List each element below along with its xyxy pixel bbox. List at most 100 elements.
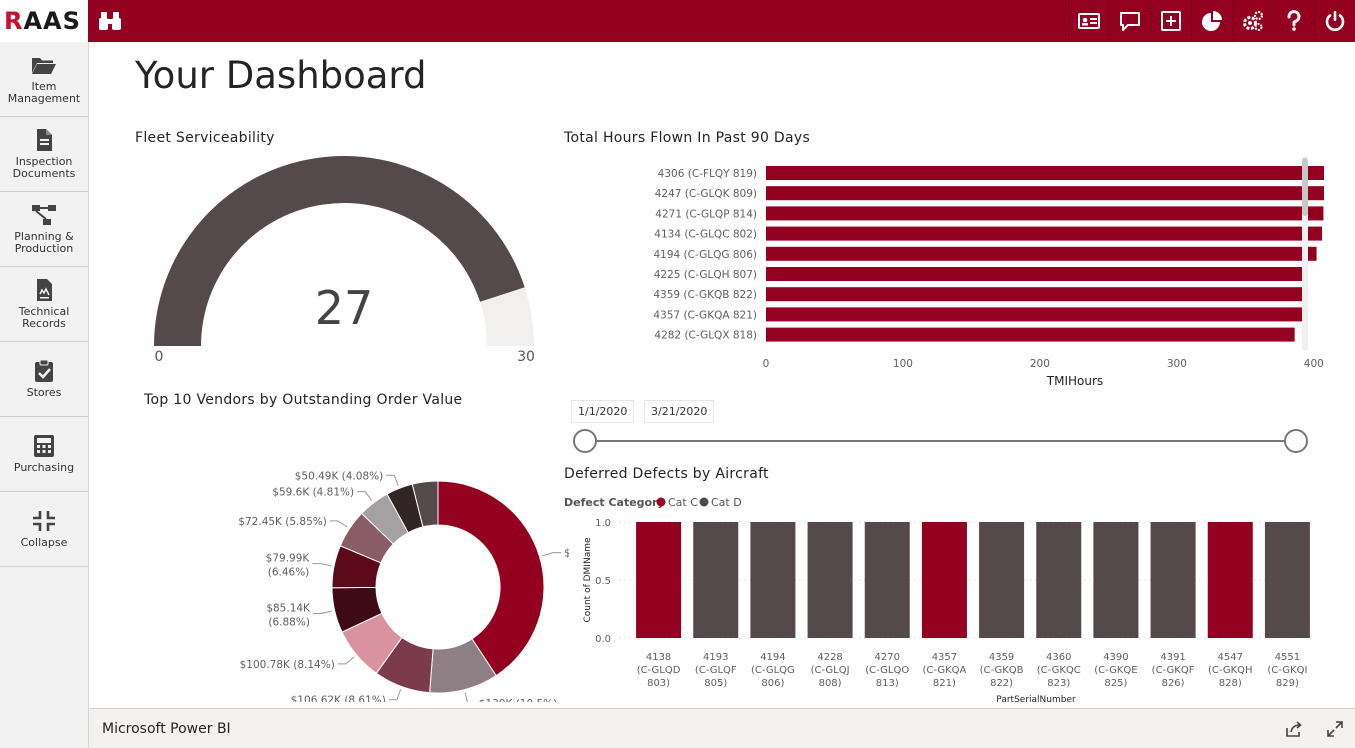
vbar-bar	[1093, 522, 1139, 638]
vbar-category-label: 4228	[817, 652, 842, 663]
logo-letter-r: R	[4, 7, 24, 35]
vbar-category-label: 825)	[1104, 678, 1127, 689]
settings-button[interactable]	[1232, 0, 1273, 42]
vbar-category-label: 823)	[1047, 678, 1070, 689]
add-button[interactable]	[1150, 0, 1191, 42]
chat-icon	[1120, 12, 1140, 31]
hbar-category-label: 4134 (C-GLQC 802)	[654, 229, 757, 241]
donut-leader-line	[337, 656, 355, 665]
start-date-input[interactable]: 1/1/2020	[571, 400, 635, 423]
gauge-max-label: 30	[517, 349, 535, 365]
vbar-bar	[693, 522, 739, 638]
vbar-category-label: 806)	[761, 678, 784, 689]
vbar-bar	[807, 522, 853, 638]
fullscreen-icon[interactable]	[1325, 719, 1345, 739]
help-button[interactable]	[1273, 0, 1314, 42]
gauge-title: Fleet Serviceability	[135, 130, 275, 146]
document-icon	[37, 129, 52, 151]
slider-start-handle[interactable]	[573, 429, 597, 453]
records-icon	[37, 279, 52, 301]
vbar-category-label: 4193	[703, 652, 728, 663]
hbar-bar	[766, 327, 1295, 342]
vbar-category-label: (C-GLQO	[865, 665, 909, 676]
vbar-category-label: (C-GKQA	[922, 665, 966, 676]
fleet-serviceability-gauge[interactable]: 27 0 30	[149, 146, 549, 371]
donut-leader-line	[329, 520, 348, 528]
footer-title: Microsoft Power BI	[102, 721, 231, 737]
sidebar-item-collapse[interactable]: Collapse	[0, 492, 88, 567]
vbar-category-label: 4359	[989, 652, 1014, 663]
vendors-donut-chart[interactable]: $504.53K (40.75%) $130K (10.5%) $106.62K (…	[129, 412, 569, 702]
end-date-input[interactable]: 3/21/2020	[644, 400, 715, 423]
hbar-x-tick: 200	[1030, 358, 1050, 370]
folder-icon	[32, 58, 56, 74]
hbar-category-label: 4306 (C-FLQY 819)	[658, 168, 757, 180]
legend-cat-c[interactable]: Cat C	[668, 496, 698, 509]
donut-leader-line	[386, 474, 399, 486]
vbar-category-label: (C-GLQG	[751, 665, 795, 676]
sidebar-label-line2: Management	[7, 92, 81, 105]
vbar-category-label: (C-GLQF	[695, 665, 737, 676]
sidebar-item-item-management[interactable]: Item Management	[0, 42, 88, 117]
hbar-bar	[766, 226, 1323, 241]
vbar-category-label: 4138	[646, 652, 671, 663]
chat-button[interactable]	[1109, 0, 1150, 42]
hbar-bar	[766, 287, 1305, 302]
sidebar-item-stores[interactable]: Stores	[0, 342, 88, 417]
hbar-bar	[766, 307, 1305, 322]
sidebar-item-planning-production[interactable]: Planning & Production	[0, 192, 88, 267]
hbar-bar	[766, 186, 1324, 201]
vbar-category-label: 4357	[932, 652, 957, 663]
legend-cat-c-swatch	[656, 497, 666, 507]
power-button[interactable]	[1314, 0, 1355, 42]
add-box-icon	[1161, 11, 1181, 31]
donut-slice-label: $59.6K (4.81%)	[272, 487, 354, 499]
hbar-x-tick: 0	[763, 358, 770, 370]
sidebar-item-inspection-documents[interactable]: Inspection Documents	[0, 117, 88, 192]
date-range-slider[interactable]	[569, 426, 1319, 458]
hbar-title: Total Hours Flown In Past 90 Days	[564, 130, 811, 146]
hbar-category-label: 4225 (C-GLQH 807)	[654, 269, 757, 281]
donut-leader-line	[464, 692, 468, 702]
donut-slice-label: $504.53K (40.75%)	[564, 548, 569, 560]
vbar-bar	[636, 522, 682, 638]
raas-logo[interactable]: R AAS	[0, 0, 88, 42]
donut-slice-label: $100.78K (8.14%)	[240, 659, 335, 671]
donut-slice-label: (6.46%)	[268, 567, 310, 579]
donut-slice-label: $72.45K (5.85%)	[238, 516, 327, 528]
donut-leader-line	[388, 689, 402, 701]
sidebar-label-line1: Stores	[26, 386, 62, 399]
logo-letters: AAS	[23, 7, 81, 35]
reports-button[interactable]	[1191, 0, 1232, 42]
sidebar-item-purchasing[interactable]: Purchasing	[0, 417, 88, 492]
vbar-category-label: 826)	[1162, 678, 1185, 689]
vbar-legend[interactable]: Defect Category Cat C Cat D	[564, 492, 864, 512]
hbar-x-tick: 100	[893, 358, 913, 370]
share-icon[interactable]	[1284, 719, 1304, 739]
hours-flown-bar-chart[interactable]: 4306 (C-FLQY 819) 4247 (C-GLQK 809) 4271 (…	[564, 152, 1324, 392]
hbar-category-label: 4271 (C-GLQP 814)	[655, 208, 757, 220]
top-bar: R AAS	[0, 0, 1355, 42]
gauge-min-label: 0	[155, 349, 164, 365]
vbar-bar	[1264, 522, 1310, 638]
vbar-category-label: 4194	[760, 652, 785, 663]
vbar-category-label: 805)	[704, 678, 727, 689]
id-card-button[interactable]	[1068, 0, 1109, 42]
donut-slice	[411, 480, 439, 528]
donut-slice-label: $85.14K	[266, 603, 311, 615]
vbar-title: Deferred Defects by Aircraft	[564, 466, 769, 482]
hbar-scrollbar-track[interactable]	[1302, 156, 1308, 351]
vbar-category-label: 813)	[876, 678, 899, 689]
slider-end-handle[interactable]	[1284, 429, 1308, 453]
dashboard-canvas: Your Dashboard Fleet Serviceability 27 0…	[89, 42, 1355, 708]
vbar-category-label: 4547	[1218, 652, 1243, 663]
sidebar-item-technical-records[interactable]: Technical Records	[0, 267, 88, 342]
hbar-scrollbar-thumb[interactable]	[1302, 158, 1308, 216]
vbar-category-label: 821)	[933, 678, 956, 689]
power-icon	[1325, 11, 1345, 31]
binoculars-icon[interactable]	[98, 10, 122, 32]
vbar-category-label: 4391	[1160, 652, 1185, 663]
legend-cat-d[interactable]: Cat D	[711, 496, 742, 509]
vbar-category-label: 4270	[875, 652, 900, 663]
